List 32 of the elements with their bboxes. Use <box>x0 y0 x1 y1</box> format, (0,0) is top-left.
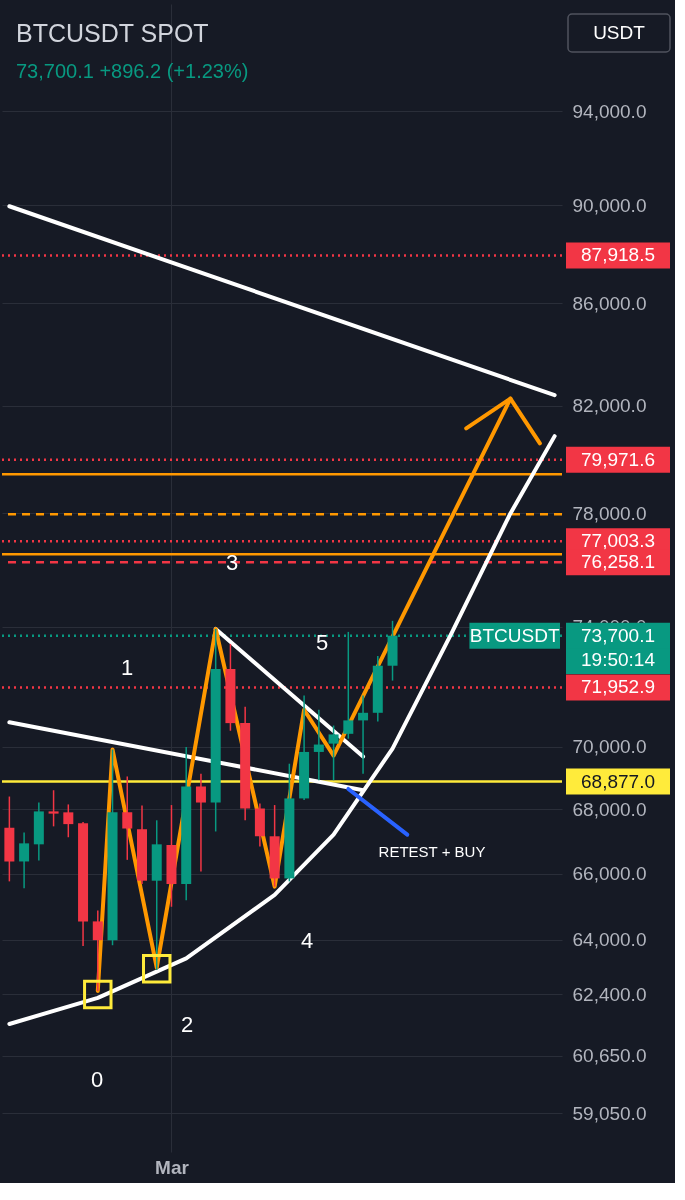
y-tick-label: 64,000.0 <box>572 929 647 951</box>
annotation: 2 <box>180 1012 194 1037</box>
annotation: RETEST + BUY <box>378 843 486 860</box>
annotation: BTCUSDT <box>469 624 560 646</box>
y-tick-label: 78,000.0 <box>572 502 647 524</box>
annotation: 0 <box>90 1067 104 1092</box>
y-tick-label: 82,000.0 <box>572 395 647 417</box>
ref-line-label: 79,971.6 <box>581 448 655 470</box>
ref-line-label: 71,952.9 <box>581 676 655 698</box>
ref-line-label: 76,258.1 <box>581 551 655 573</box>
y-tick-label: 94,000.0 <box>572 100 647 122</box>
y-tick-label: 62,400.0 <box>572 983 647 1005</box>
ref-line-label: 68,877.0 <box>581 770 655 792</box>
y-tick-label: 90,000.0 <box>572 194 647 216</box>
text: 73,700.1 +896.2 (+1.23%) <box>16 60 249 82</box>
text: USDT <box>593 22 646 43</box>
text: BTCUSDT SPOT <box>16 19 209 47</box>
y-tick-label: 59,050.0 <box>572 1102 647 1124</box>
annotation: 4 <box>300 928 314 953</box>
y-tick-label: 68,000.0 <box>572 798 647 820</box>
annotation: 5 <box>315 630 329 655</box>
y-tick-label: 86,000.0 <box>572 292 647 314</box>
ref-line-label: 87,918.5 <box>581 244 655 266</box>
annotation: 1 <box>120 655 134 680</box>
ref-line-label: 77,003.3 <box>581 530 655 552</box>
y-tick-label: 70,000.0 <box>572 736 647 758</box>
text: 19:50:14 <box>581 649 656 670</box>
annotation: 3 <box>225 550 239 575</box>
x-tick-label: Mar <box>155 1156 190 1178</box>
y-tick-label: 60,650.0 <box>572 1045 647 1067</box>
ref-line-label: 73,700.1 <box>581 624 655 646</box>
y-tick-label: 66,000.0 <box>572 863 647 885</box>
